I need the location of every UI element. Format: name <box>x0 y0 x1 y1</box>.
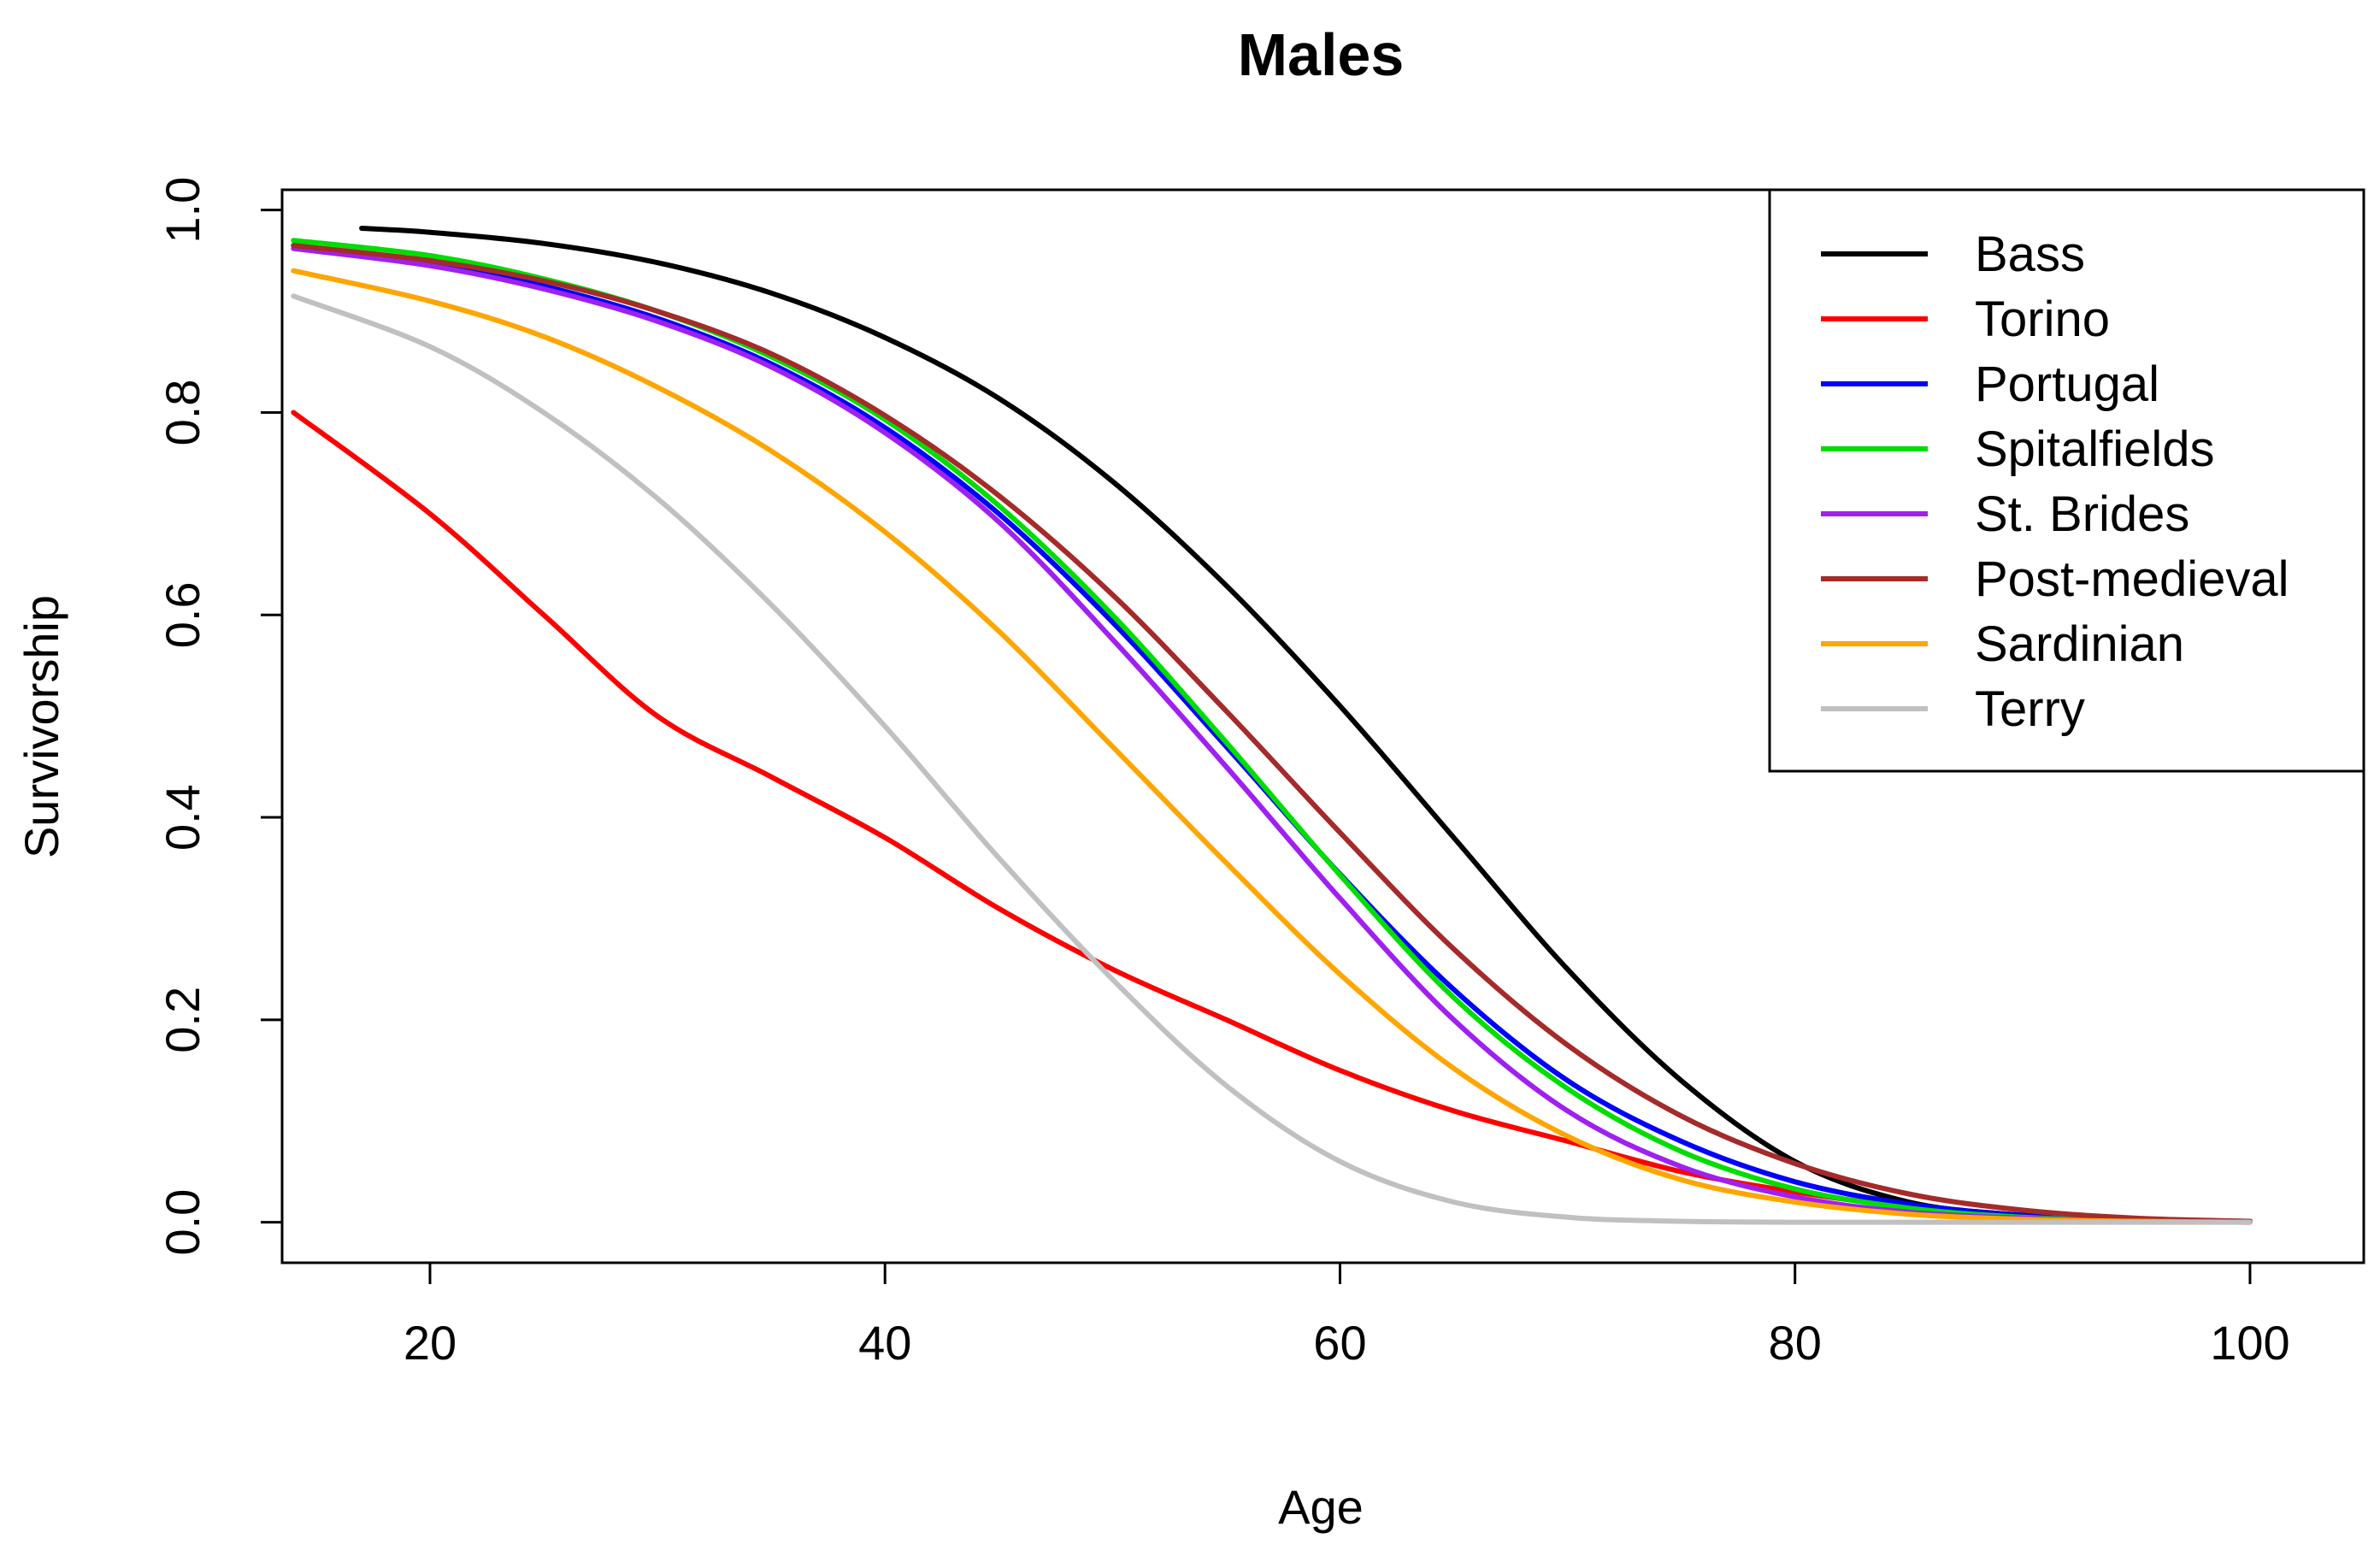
y-tick-label: 0.6 <box>156 581 209 648</box>
series-line-post-medieval <box>291 243 2253 1224</box>
legend-label: Sardinian <box>1975 616 2184 672</box>
x-tick-label: 20 <box>404 1316 457 1370</box>
y-tick-label: 1.0 <box>156 177 209 244</box>
series-line-portugal <box>291 243 2253 1224</box>
series-line-sardinian <box>291 268 2253 1225</box>
y-tick-label: 0.8 <box>156 380 209 446</box>
x-tick-label: 40 <box>858 1316 911 1370</box>
x-tick-label: 100 <box>2210 1316 2289 1370</box>
legend-item-terry: Terry <box>1821 681 2085 737</box>
series-line-spitalfields <box>291 238 2253 1224</box>
y-tick-label: 0.4 <box>156 784 209 851</box>
legend-label: St. Brides <box>1975 486 2189 542</box>
legend-item-st-brides: St. Brides <box>1821 486 2189 542</box>
x-axis-label: Age <box>1278 1480 1364 1534</box>
x-tick-label: 80 <box>1769 1316 1822 1370</box>
y-axis-label: Survivorship <box>15 595 68 858</box>
chart-title: Males <box>1238 21 1405 88</box>
legend-items: Bass Torino Portugal Spitalfields St. Brides… <box>1821 227 2289 737</box>
legend-item-bass: Bass <box>1821 227 2085 282</box>
y-axis: 0.0 0.2 0.4 0.6 0.8 1.0 <box>156 177 282 1256</box>
y-tick-label: 0.0 <box>156 1189 209 1256</box>
legend-box <box>1768 188 2365 773</box>
legend-item-torino: Torino <box>1821 292 2110 347</box>
legend-item-spitalfields: Spitalfields <box>1821 421 2214 477</box>
legend-item-portugal: Portugal <box>1821 357 2159 412</box>
legend-label: Terry <box>1975 681 2085 737</box>
series-line-st-brides <box>291 245 2253 1225</box>
legend-label: Portugal <box>1975 357 2159 412</box>
series-line-terry <box>291 293 2253 1225</box>
series-line-bass <box>359 226 2253 1224</box>
legend-item-post-medieval: Post-medieval <box>1821 551 2289 607</box>
series-layer <box>291 226 2253 1225</box>
y-tick-label: 0.2 <box>156 987 209 1053</box>
legend: Bass Torino Portugal Spitalfields St. Brides… <box>1768 188 2365 773</box>
legend-label: Post-medieval <box>1975 551 2289 607</box>
x-tick-label: 60 <box>1313 1316 1366 1370</box>
legend-label: Bass <box>1975 227 2085 282</box>
legend-label: Torino <box>1975 292 2110 347</box>
legend-item-sardinian: Sardinian <box>1821 616 2184 672</box>
x-axis: 20 40 60 80 100 <box>404 1263 2290 1370</box>
legend-label: Spitalfields <box>1975 421 2214 477</box>
